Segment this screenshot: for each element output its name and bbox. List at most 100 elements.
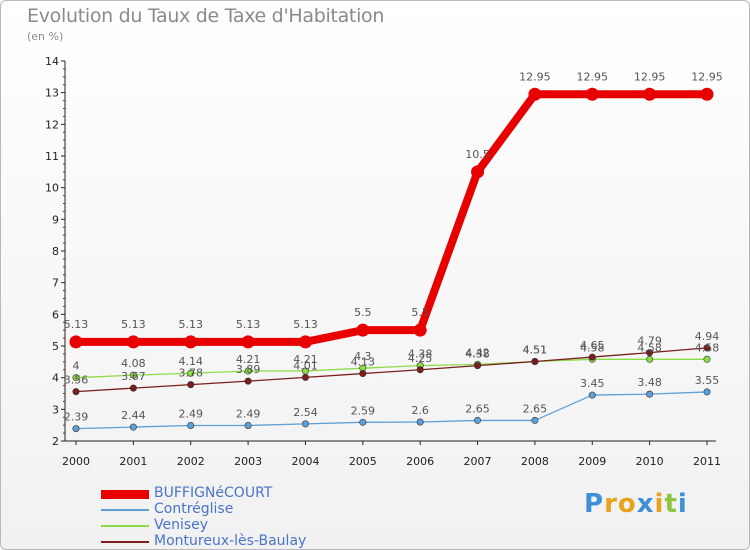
data-point: [416, 418, 424, 426]
data-point: [474, 362, 482, 370]
data-point: [528, 87, 542, 101]
chart-title: Evolution du Taux de Taxe d'Habitation: [27, 5, 385, 27]
data-label: 4.3: [354, 350, 372, 363]
data-point: [301, 420, 309, 428]
data-label: 4.51: [523, 344, 548, 357]
data-label: 4.58: [580, 341, 605, 354]
x-tick-label: 2008: [521, 455, 549, 468]
data-label: 3.67: [121, 370, 146, 383]
data-label: 2.39: [64, 411, 89, 424]
x-tick-label: 2006: [406, 455, 434, 468]
series-line-0: [72, 90, 711, 346]
data-label: 2.6: [411, 404, 429, 417]
y-tick-label: 3: [52, 403, 59, 416]
logo-letter: r: [604, 489, 618, 519]
x-tick-label: 2007: [464, 455, 492, 468]
data-label: 12.95: [577, 70, 609, 83]
data-label: 12.95: [519, 70, 551, 83]
y-tick-label: 11: [45, 150, 59, 163]
data-point: [187, 381, 195, 389]
data-point: [588, 391, 596, 399]
x-tick-label: 2003: [234, 455, 262, 468]
data-point: [531, 416, 539, 424]
data-label: 3.78: [178, 367, 203, 380]
axes: 2 3 4 5 6 7 8 9 10 11 12 13 14 2000 2001 2002 2003 2004 20…: [45, 55, 721, 468]
data-point: [187, 421, 195, 429]
x-tick-label: 2002: [177, 455, 205, 468]
legend-swatch: [101, 489, 149, 499]
legend-label: Venisey: [154, 517, 209, 533]
data-point: [187, 369, 195, 377]
series-line-1: [75, 391, 708, 430]
data-point: [244, 421, 252, 429]
data-label: 4.58: [637, 341, 662, 354]
data-point: [129, 371, 137, 379]
data-point: [301, 373, 309, 381]
x-tick-label: 2011: [693, 455, 721, 468]
y-tick-label: 14: [45, 55, 59, 68]
data-label: 4.01: [293, 359, 318, 372]
data-label: 4.65: [580, 339, 605, 352]
y-tick-label: 13: [45, 87, 59, 100]
data-label: 5.13: [178, 318, 203, 331]
data-point: [72, 388, 80, 396]
data-point: [359, 418, 367, 426]
data-point: [241, 335, 255, 349]
data-label: 4.38: [408, 348, 433, 361]
series-layer: [69, 87, 714, 433]
data-label: 3.89: [236, 363, 261, 376]
legend-swatch: [101, 541, 149, 543]
data-label: 4.21: [293, 353, 318, 366]
series-line-3: [75, 347, 708, 393]
data-label: 12.95: [691, 70, 723, 83]
data-label: 4.51: [523, 344, 548, 357]
data-label: 2.65: [523, 402, 548, 415]
logo-letter: o: [617, 489, 637, 519]
data-label: 4.13: [351, 356, 376, 369]
data-point: [129, 384, 137, 392]
data-point: [703, 344, 711, 352]
data-label: 4.42: [465, 346, 490, 359]
logo-letter: i: [677, 489, 688, 519]
logo-letter: x: [636, 489, 655, 519]
data-point: [643, 87, 657, 101]
data-label: 5.5: [411, 306, 429, 319]
data-point: [356, 323, 370, 337]
data-point: [72, 425, 80, 433]
legend-label: Contréglise: [154, 501, 234, 517]
data-label: 4.21: [236, 353, 261, 366]
data-label: 4.79: [637, 335, 662, 348]
data-label: 4.58: [695, 341, 720, 354]
data-label: 10.5: [465, 148, 490, 161]
y-tick-label: 10: [45, 182, 59, 195]
data-label: 3.48: [637, 376, 662, 389]
data-label: 4.94: [695, 330, 720, 343]
series-line-2: [75, 358, 708, 379]
data-label: 4.08: [121, 357, 146, 370]
data-label: 5.5: [354, 306, 372, 319]
legend-swatch: [101, 525, 149, 527]
data-point: [474, 416, 482, 424]
x-tick-label: 2001: [119, 455, 147, 468]
data-label: 2.65: [465, 402, 490, 415]
logo-letter: t: [664, 489, 678, 519]
data-label: 5.13: [236, 318, 261, 331]
data-label: 5.13: [293, 318, 318, 331]
y-tick-label: 12: [45, 118, 59, 131]
data-point: [72, 374, 80, 382]
data-point: [184, 335, 198, 349]
data-label: 2.59: [351, 404, 376, 417]
data-label: 3.45: [580, 377, 605, 390]
data-point: [69, 335, 83, 349]
data-label: 2.54: [293, 406, 318, 419]
data-point: [700, 87, 714, 101]
y-tick-label: 4: [52, 372, 59, 385]
chart-subtitle: (en %): [27, 30, 64, 43]
data-point: [471, 165, 485, 179]
data-labels-layer: 4 4.08 4.14 4.21 4.21 4.3 4.38 4.42 4.51 4.58 4.58…: [64, 70, 723, 423]
data-label: 4.38: [465, 348, 490, 361]
data-point: [244, 377, 252, 385]
data-label: 5.13: [121, 318, 146, 331]
